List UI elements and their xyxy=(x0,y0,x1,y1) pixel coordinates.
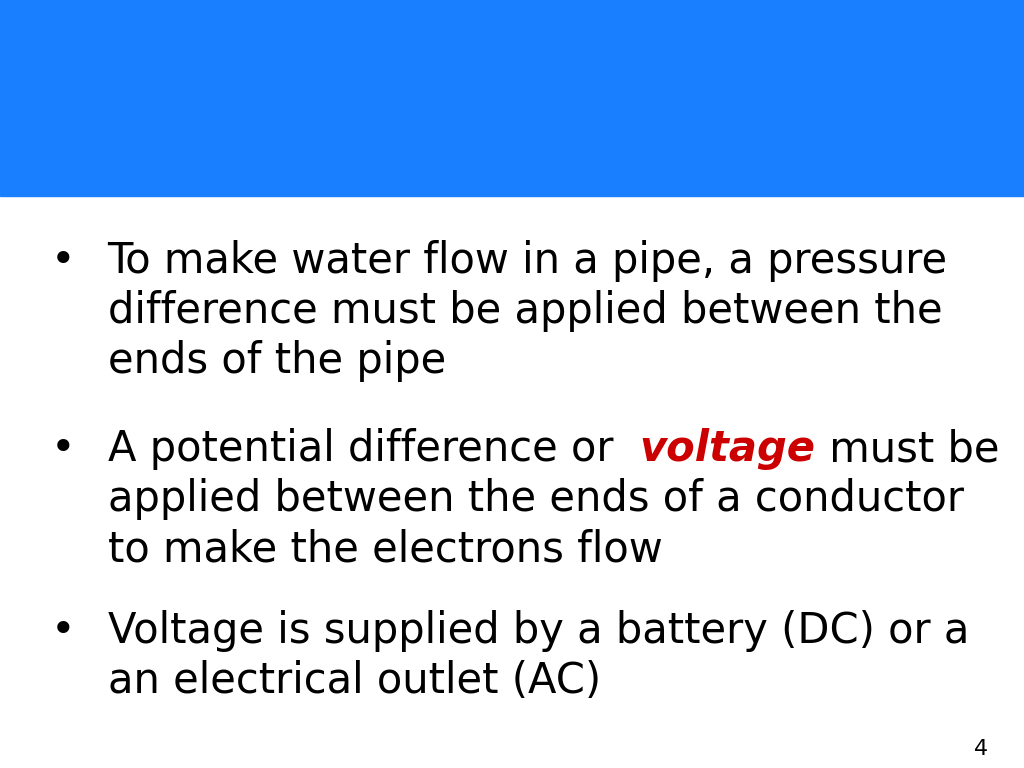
Text: an electrical outlet (AC): an electrical outlet (AC) xyxy=(108,660,601,702)
Text: •: • xyxy=(51,611,76,652)
Text: to make the electrons flow: to make the electrons flow xyxy=(108,528,663,570)
Text: applied between the ends of a conductor: applied between the ends of a conductor xyxy=(108,478,964,520)
Text: •: • xyxy=(51,429,76,470)
Text: difference must be applied between the: difference must be applied between the xyxy=(108,290,942,332)
Text: voltage: voltage xyxy=(640,429,815,470)
Text: Potential difference or: Potential difference or xyxy=(220,33,804,84)
Text: Voltage (symbol V): Voltage (symbol V) xyxy=(262,115,762,167)
Text: must be: must be xyxy=(815,429,999,470)
Text: 4: 4 xyxy=(974,739,988,759)
Text: •: • xyxy=(51,240,76,282)
Text: Voltage is supplied by a battery (DC) or a: Voltage is supplied by a battery (DC) or… xyxy=(108,611,969,652)
Text: ends of the pipe: ends of the pipe xyxy=(108,340,445,382)
Text: To make water flow in a pipe, a pressure: To make water flow in a pipe, a pressure xyxy=(108,240,947,282)
Text: A potential difference or: A potential difference or xyxy=(108,429,640,470)
